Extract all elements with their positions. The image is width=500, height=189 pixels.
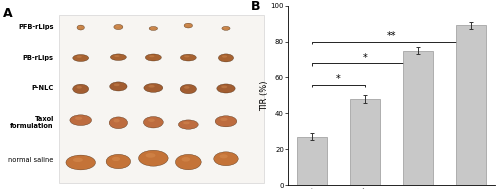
Text: PFB-rLips: PFB-rLips [18,24,54,30]
Ellipse shape [218,54,234,62]
Text: PB-rLips: PB-rLips [23,55,54,61]
Ellipse shape [186,24,189,26]
Bar [350,99,380,185]
Text: *: * [336,74,341,84]
Ellipse shape [151,27,154,28]
Text: B: B [251,0,260,13]
Y-axis label: TIR (%): TIR (%) [260,80,269,111]
Ellipse shape [114,84,119,86]
Ellipse shape [73,54,88,61]
Ellipse shape [148,85,154,88]
Ellipse shape [146,153,156,158]
Text: *: * [362,53,368,63]
Ellipse shape [149,26,158,30]
Ellipse shape [76,86,82,89]
Ellipse shape [176,154,201,170]
Ellipse shape [215,116,237,127]
Ellipse shape [180,84,196,94]
Bar [404,51,432,185]
Ellipse shape [220,118,228,121]
Ellipse shape [109,117,128,129]
Ellipse shape [184,23,192,28]
Text: **: ** [387,31,396,41]
Ellipse shape [180,54,196,61]
Ellipse shape [149,55,154,57]
Ellipse shape [79,26,81,27]
Ellipse shape [220,154,228,158]
Ellipse shape [112,157,120,161]
Ellipse shape [222,26,230,30]
Ellipse shape [144,117,164,128]
Text: P-NLC: P-NLC [32,85,54,91]
Ellipse shape [183,122,190,124]
Ellipse shape [110,54,126,60]
Text: Taxol
formulation: Taxol formulation [10,116,54,129]
Text: normal saline: normal saline [8,157,54,163]
Ellipse shape [114,24,123,30]
Ellipse shape [221,86,228,88]
Ellipse shape [178,120,198,129]
Ellipse shape [75,117,82,120]
Text: A: A [2,8,12,20]
FancyBboxPatch shape [59,15,264,183]
Ellipse shape [148,119,155,122]
Ellipse shape [184,55,190,57]
Ellipse shape [70,115,92,125]
Ellipse shape [116,25,119,27]
Bar [456,26,486,185]
Ellipse shape [146,54,162,61]
Bar [298,137,326,185]
Ellipse shape [72,84,88,94]
Ellipse shape [106,154,130,169]
Ellipse shape [76,56,82,58]
Ellipse shape [114,119,119,122]
Ellipse shape [224,27,226,28]
Ellipse shape [66,155,96,170]
Ellipse shape [222,55,227,58]
Ellipse shape [182,157,190,162]
Ellipse shape [110,82,127,91]
Ellipse shape [184,86,190,89]
Ellipse shape [77,25,84,30]
Ellipse shape [144,83,163,92]
Ellipse shape [217,84,235,93]
Ellipse shape [114,55,119,57]
Ellipse shape [73,158,83,162]
Ellipse shape [214,152,238,166]
Ellipse shape [138,150,168,166]
